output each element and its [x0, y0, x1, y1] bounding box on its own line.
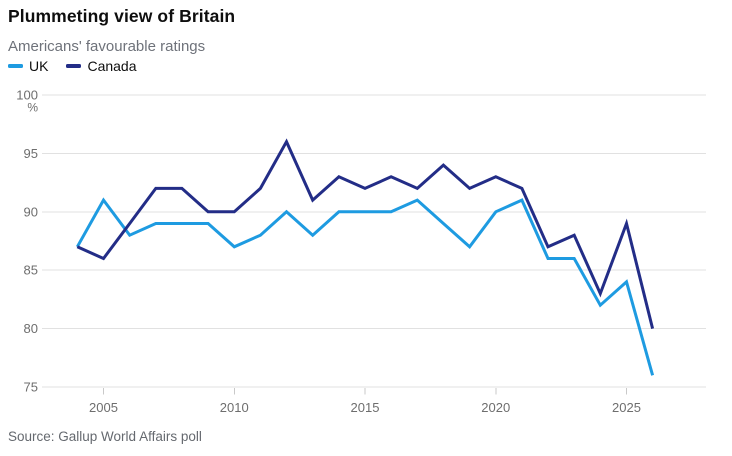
y-tick-label: 80 [24, 321, 38, 336]
y-tick-label: 90 [24, 204, 38, 219]
y-tick-label: 100 [16, 88, 38, 103]
legend: UK Canada [8, 58, 137, 74]
x-tick-label: 2020 [481, 400, 510, 415]
y-tick-label: 85 [24, 263, 38, 278]
x-tick-label: 2005 [89, 400, 118, 415]
y-tick-label: 75 [24, 380, 38, 395]
chart-title: Plummeting view of Britain [8, 6, 236, 26]
canada-line [76, 138, 655, 329]
legend-label-uk: UK [29, 58, 49, 74]
x-tick-label: 2010 [220, 400, 249, 415]
legend-item-canada: Canada [66, 58, 137, 74]
source-note: Source: Gallup World Affairs poll [8, 429, 202, 444]
y-tick-label: 95 [24, 146, 38, 161]
x-tick-label: 2015 [351, 400, 380, 415]
legend-label-canada: Canada [87, 58, 137, 74]
uk-line [75, 197, 655, 376]
chart-subtitle: Americans' favourable ratings [8, 38, 206, 55]
uk-line-swatch [8, 64, 23, 68]
canada-line-swatch [66, 64, 82, 68]
x-tick-label: 2025 [612, 400, 641, 415]
legend-item-uk: UK [8, 58, 48, 74]
y-axis-unit-label: % [27, 101, 38, 115]
